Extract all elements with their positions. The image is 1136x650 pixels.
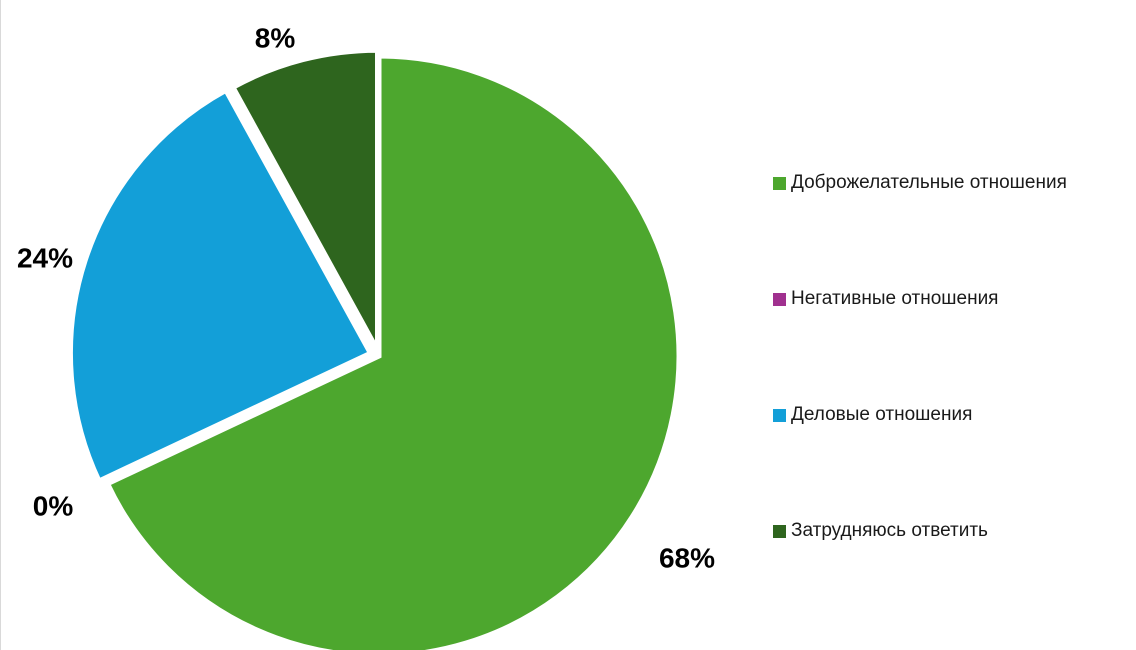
legend-label-2: Негативные отношения — [791, 288, 999, 309]
pie-slices — [67, 47, 682, 650]
legend-swatch-1 — [773, 177, 786, 190]
data-label-3: 24% — [17, 242, 73, 273]
legend-label-4: Затрудняюсь ответить — [791, 520, 988, 541]
pie-slice-3 — [67, 86, 374, 485]
legend-label-3: Деловые отношения — [791, 404, 973, 425]
pie-slice-4 — [229, 47, 381, 352]
legend-swatch-3 — [773, 409, 786, 422]
legend-label-1: Доброжелательные отношения — [791, 172, 1067, 193]
legend-swatch-2 — [773, 293, 786, 306]
pie-slice-1 — [104, 53, 682, 650]
data-label-1: 68% — [659, 542, 715, 573]
data-label-2: 0% — [33, 490, 74, 521]
legend-swatch-4 — [773, 525, 786, 538]
pie-data-labels: 68% 0% 24% 8% — [17, 22, 715, 573]
data-label-4: 8% — [255, 22, 296, 53]
